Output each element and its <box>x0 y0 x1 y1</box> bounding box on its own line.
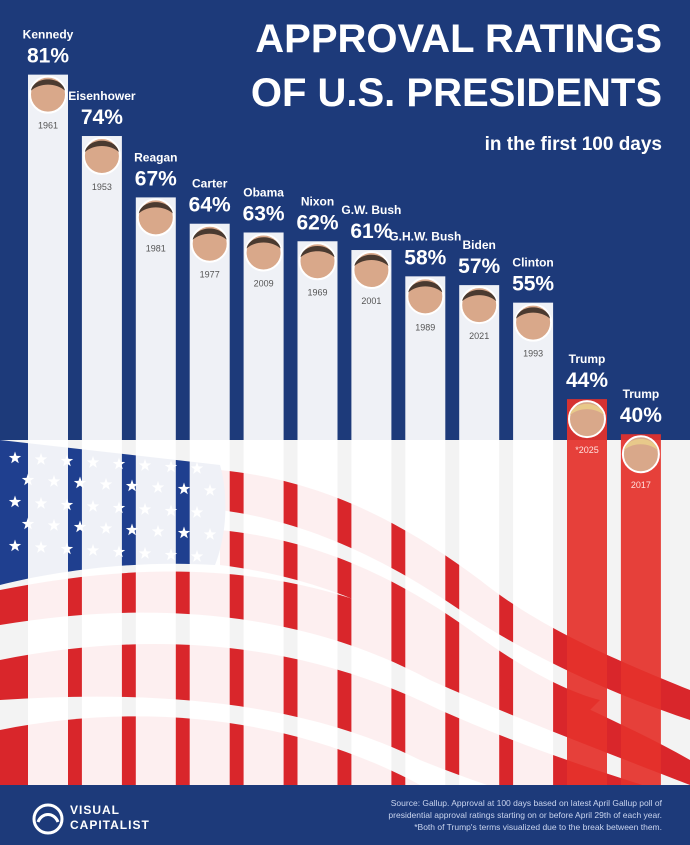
title: OF U.S. PRESIDENTS <box>251 71 662 115</box>
source-note: *Both of Trump's terms visualized due to… <box>414 822 662 832</box>
bar <box>513 302 554 785</box>
subtitle: in the first 100 days <box>485 134 662 155</box>
portrait-hair <box>408 281 443 293</box>
flag-stripe <box>0 571 690 785</box>
logo: VISUAL CAPITALIST <box>32 803 150 835</box>
category-label: Obama <box>243 185 284 199</box>
portrait-hair <box>516 307 551 319</box>
portrait-hair <box>192 228 227 240</box>
logo-mark <box>32 803 64 835</box>
title: APPROVAL RATINGS <box>255 17 662 61</box>
value-label: 81% <box>27 45 69 68</box>
value-label: 67% <box>135 167 177 190</box>
portrait-hair <box>84 140 119 153</box>
year-label: 1981 <box>146 243 166 253</box>
portrait-hair <box>31 79 65 91</box>
category-label: Trump <box>569 352 606 366</box>
star <box>8 451 22 464</box>
year-label: 2009 <box>254 278 274 288</box>
logo-text: CAPITALIST <box>70 818 150 832</box>
category-label: G.W. Bush <box>341 203 401 217</box>
value-label: 62% <box>296 211 338 234</box>
bars: 1961 81% Kennedy 1953 74% Eisenhower 1981 67% Re… <box>23 28 662 786</box>
bar <box>459 285 500 785</box>
value-label: 44% <box>566 369 608 392</box>
category-label: Reagan <box>134 150 177 164</box>
star <box>177 482 191 495</box>
value-label: 55% <box>512 273 554 296</box>
star <box>8 495 22 508</box>
category-label: Clinton <box>512 256 553 270</box>
star <box>177 526 191 539</box>
category-label: Carter <box>192 177 228 191</box>
portrait-hair <box>354 254 389 267</box>
year-label: 1953 <box>92 182 112 192</box>
year-label: 2021 <box>469 331 489 341</box>
portrait-hair <box>570 403 604 416</box>
portrait-hair <box>300 246 335 258</box>
value-label: 57% <box>458 255 500 278</box>
bar <box>620 434 661 785</box>
star <box>73 476 87 489</box>
bar <box>243 232 284 786</box>
year-label: *2025 <box>575 445 599 455</box>
bar <box>189 223 230 786</box>
bar <box>81 136 122 785</box>
logo-text: VISUAL <box>70 803 120 817</box>
portrait-hair <box>246 237 281 249</box>
star <box>73 520 87 533</box>
source-note: Source: Gallup. Approval at 100 days bas… <box>391 798 663 808</box>
value-label: 63% <box>243 202 285 225</box>
category-label: Kennedy <box>23 28 74 42</box>
star <box>8 539 22 552</box>
bar <box>351 250 392 785</box>
category-label: G.H.W. Bush <box>389 229 461 243</box>
portrait-hair <box>462 289 497 302</box>
year-label: 1977 <box>200 270 220 280</box>
bar <box>135 197 176 785</box>
value-label: 61% <box>350 220 392 243</box>
year-label: 1993 <box>523 349 543 359</box>
year-label: 1961 <box>38 121 58 131</box>
category-label: Nixon <box>301 194 334 208</box>
bar <box>405 276 446 785</box>
value-label: 64% <box>189 194 231 217</box>
value-label: 58% <box>404 246 446 269</box>
portrait-hair <box>623 438 658 451</box>
bar <box>297 241 338 785</box>
portrait-hair <box>138 202 173 214</box>
logo-mark <box>36 813 60 823</box>
category-label: Trump <box>623 387 660 401</box>
value-label: 40% <box>620 404 662 427</box>
year-label: 1989 <box>415 322 435 332</box>
year-label: 1969 <box>307 287 327 297</box>
bar <box>28 74 68 785</box>
value-label: 74% <box>81 106 123 129</box>
category-label: Eisenhower <box>68 89 136 103</box>
star <box>125 479 139 492</box>
year-label: 2017 <box>631 480 651 490</box>
year-label: 2001 <box>361 296 381 306</box>
star <box>125 523 139 536</box>
source-note: presidential approval ratings starting o… <box>388 810 662 820</box>
category-label: Biden <box>463 238 496 252</box>
bar <box>567 399 607 785</box>
